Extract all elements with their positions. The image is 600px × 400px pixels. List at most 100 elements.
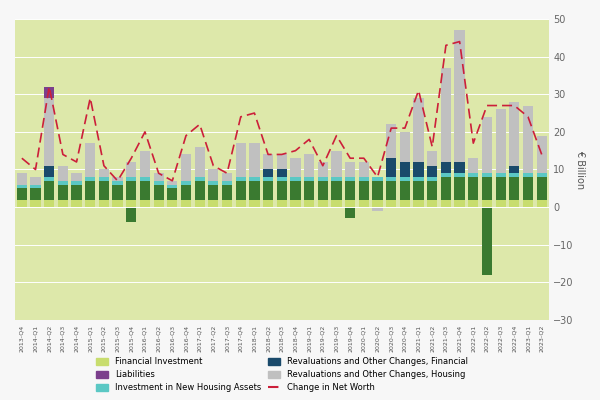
Bar <box>304 181 314 200</box>
Bar <box>427 151 437 166</box>
Bar <box>236 177 246 181</box>
Bar <box>536 173 547 177</box>
Bar <box>373 200 383 207</box>
Bar <box>304 154 314 177</box>
Bar <box>509 102 520 166</box>
Bar <box>71 173 82 181</box>
Bar <box>263 154 273 170</box>
Bar <box>71 184 82 200</box>
Bar <box>509 173 520 177</box>
Bar <box>523 106 533 173</box>
Bar <box>249 181 260 200</box>
Bar <box>140 200 150 207</box>
Bar <box>181 184 191 200</box>
Bar <box>536 136 547 173</box>
Bar <box>140 177 150 181</box>
Bar <box>154 184 164 200</box>
Bar <box>427 200 437 207</box>
Bar <box>31 177 41 184</box>
Bar <box>331 151 341 177</box>
Bar <box>236 181 246 200</box>
Bar <box>154 200 164 207</box>
Bar <box>222 181 232 184</box>
Bar <box>304 200 314 207</box>
Bar <box>99 170 109 177</box>
Bar <box>263 170 273 177</box>
Legend: Financial Investment, Liabilities, Investment in New Housing Assets, Revaluation: Financial Investment, Liabilities, Inves… <box>92 354 472 396</box>
Bar <box>44 177 55 181</box>
Bar <box>509 166 520 173</box>
Bar <box>140 151 150 177</box>
Bar <box>441 200 451 207</box>
Bar <box>194 147 205 177</box>
Bar <box>427 177 437 181</box>
Bar <box>331 181 341 200</box>
Bar <box>167 200 178 207</box>
Bar <box>126 200 136 207</box>
Bar <box>208 170 218 181</box>
Bar <box>317 181 328 200</box>
Bar <box>523 173 533 177</box>
Bar <box>208 181 218 184</box>
Bar <box>249 143 260 177</box>
Bar <box>85 181 95 200</box>
Bar <box>290 200 301 207</box>
Bar <box>71 200 82 207</box>
Bar <box>208 200 218 207</box>
Bar <box>386 177 397 181</box>
Bar <box>468 177 478 200</box>
Bar <box>112 181 123 184</box>
Bar <box>85 200 95 207</box>
Bar <box>454 173 465 177</box>
Bar <box>181 181 191 184</box>
Bar <box>167 181 178 184</box>
Bar <box>400 162 410 177</box>
Bar <box>413 200 424 207</box>
Bar <box>126 162 136 177</box>
Bar <box>44 181 55 200</box>
Bar <box>496 173 506 177</box>
Bar <box>523 200 533 207</box>
Bar <box>290 181 301 200</box>
Bar <box>17 188 27 200</box>
Bar <box>112 177 123 181</box>
Bar <box>222 184 232 200</box>
Bar <box>17 173 27 184</box>
Bar <box>58 200 68 207</box>
Bar <box>536 200 547 207</box>
Bar <box>58 181 68 184</box>
Bar <box>263 200 273 207</box>
Bar <box>17 184 27 188</box>
Bar <box>181 154 191 181</box>
Bar <box>427 166 437 177</box>
Bar <box>58 166 68 181</box>
Bar <box>44 166 55 177</box>
Bar <box>482 200 492 207</box>
Bar <box>44 87 55 98</box>
Bar <box>359 177 369 181</box>
Bar <box>85 177 95 181</box>
Bar <box>112 200 123 207</box>
Bar <box>386 181 397 200</box>
Bar <box>126 207 136 222</box>
Bar <box>331 200 341 207</box>
Bar <box>468 158 478 173</box>
Bar <box>249 200 260 207</box>
Bar <box>441 173 451 177</box>
Bar <box>373 207 383 211</box>
Bar <box>345 162 355 177</box>
Bar <box>71 181 82 184</box>
Bar <box>290 177 301 181</box>
Bar <box>290 158 301 177</box>
Bar <box>249 177 260 181</box>
Bar <box>359 181 369 200</box>
Bar <box>317 162 328 177</box>
Bar <box>31 188 41 200</box>
Bar <box>194 177 205 181</box>
Bar <box>413 181 424 200</box>
Bar <box>386 158 397 177</box>
Bar <box>468 200 478 207</box>
Bar <box>482 173 492 177</box>
Bar <box>277 154 287 170</box>
Bar <box>373 177 383 181</box>
